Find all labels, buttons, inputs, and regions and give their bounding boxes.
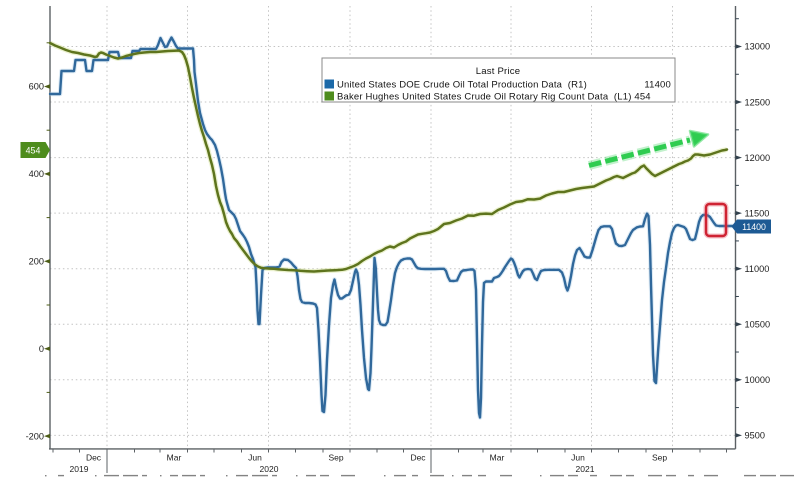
svg-text:Sep: Sep (328, 452, 343, 462)
svg-text:United States DOE Crude Oil To: United States DOE Crude Oil Total Produc… (337, 80, 587, 91)
svg-text:Sep: Sep (652, 452, 667, 462)
svg-text:400: 400 (29, 169, 44, 179)
svg-text:600: 600 (29, 82, 44, 92)
svg-text:-200: -200 (26, 431, 44, 441)
svg-text:11400: 11400 (644, 80, 671, 91)
svg-text:2019: 2019 (70, 464, 89, 474)
svg-text:Jun: Jun (571, 452, 585, 462)
svg-text:Jun: Jun (248, 452, 262, 462)
svg-text:11500: 11500 (745, 208, 770, 218)
svg-text:Mar: Mar (490, 452, 505, 462)
svg-text:2020: 2020 (260, 464, 279, 474)
svg-text:Dec: Dec (410, 452, 426, 462)
svg-text:200: 200 (29, 257, 44, 267)
svg-text:13000: 13000 (745, 42, 771, 52)
svg-text:0: 0 (39, 344, 44, 354)
svg-text:Last Price: Last Price (476, 66, 520, 77)
svg-text:11000: 11000 (745, 264, 770, 274)
svg-text:2021: 2021 (576, 464, 595, 474)
svg-text:10000: 10000 (745, 375, 771, 385)
svg-text:9500: 9500 (745, 431, 765, 441)
svg-text:Dec: Dec (86, 452, 102, 462)
svg-text:10500: 10500 (745, 319, 771, 329)
svg-text:12500: 12500 (745, 97, 771, 107)
svg-text:Mar: Mar (167, 452, 182, 462)
svg-text:Baker Hughes United States Cru: Baker Hughes United States Crude Oil Rot… (337, 92, 651, 103)
svg-text:454: 454 (26, 145, 41, 155)
svg-text:12000: 12000 (745, 153, 771, 163)
svg-text:11400: 11400 (742, 222, 766, 232)
